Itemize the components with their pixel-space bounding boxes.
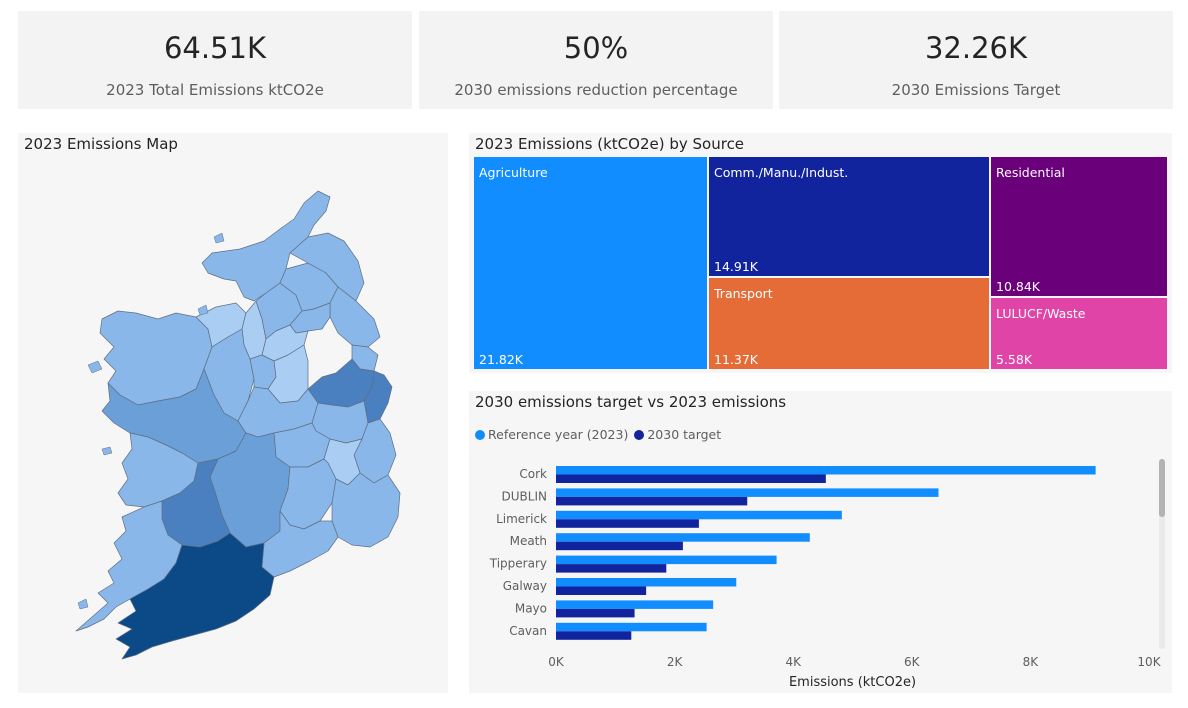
- x-tick-label: 2K: [667, 655, 684, 669]
- kpi-value: 64.51K: [163, 31, 267, 65]
- x-tick-label: 4K: [785, 655, 802, 669]
- treemap-cell-label: Residential: [996, 165, 1065, 180]
- treemap-cell-label: Comm./Manu./Indust.: [714, 165, 849, 180]
- treemap-cell-label: Agriculture: [479, 165, 548, 180]
- treemap-cell-value: 10.84K: [996, 279, 1040, 294]
- bar-reference-year[interactable]: [556, 578, 737, 587]
- bar-chart-title: 2030 emissions target vs 2023 emissions: [475, 393, 787, 411]
- x-tick-label: 10K: [1137, 655, 1161, 669]
- kpi-card-reduction-percentage: 50% 2030 emissions reduction percentage: [419, 11, 773, 109]
- treemap-cell-agriculture[interactable]: Agriculture 21.82K: [474, 157, 707, 369]
- treemap-title: 2023 Emissions (ktCO2e) by Source: [475, 135, 745, 153]
- legend-label: Reference year (2023): [488, 427, 629, 442]
- category-label: Limerick: [496, 512, 547, 526]
- county-kilkenny[interactable]: [279, 458, 337, 530]
- treemap-cell-value: 21.82K: [479, 352, 523, 367]
- x-tick-label: 6K: [904, 655, 921, 669]
- bar-2030-target[interactable]: [556, 519, 699, 528]
- treemap-cell-lulucf-waste[interactable]: LULUCF/Waste 5.58K: [991, 298, 1167, 369]
- treemap-cell-value: 11.37K: [714, 352, 758, 367]
- treemap-cell-value: 14.91K: [714, 259, 758, 274]
- kpi-card-total-emissions: 64.51K 2023 Total Emissions ktCO2e: [18, 11, 412, 109]
- bar-2030-target[interactable]: [556, 586, 647, 596]
- treemap-cell-value: 5.58K: [996, 352, 1033, 367]
- kpi-value: 50%: [563, 31, 629, 65]
- county-cork[interactable]: [115, 532, 275, 660]
- county-kerry[interactable]: [75, 500, 183, 632]
- treemap-cell-label: Transport: [714, 286, 773, 301]
- ireland-choropleth-map[interactable]: [18, 133, 448, 693]
- kpi-label: 2023 Total Emissions ktCO2e: [106, 81, 324, 99]
- emissions-map-panel: 2023 Emissions Map: [18, 133, 448, 693]
- county-wexford[interactable]: [331, 472, 401, 548]
- legend-dot-icon: [475, 429, 485, 440]
- bar-reference-year[interactable]: [556, 555, 777, 565]
- kpi-value: 32.26K: [924, 31, 1028, 65]
- bar-2030-target[interactable]: [556, 541, 683, 551]
- legend-label: 2030 target: [647, 427, 722, 442]
- kpi-card-emissions-target: 32.26K 2030 Emissions Target: [779, 11, 1173, 109]
- treemap-panel: 2023 Emissions (ktCO2e) by Source Agricu…: [469, 133, 1172, 373]
- chart-scrollbar[interactable]: [1159, 459, 1165, 649]
- kpi-label: 2030 Emissions Target: [891, 81, 1061, 99]
- bar-2030-target[interactable]: [556, 564, 667, 573]
- legend-item-2030-target[interactable]: 2030 target: [634, 427, 721, 442]
- bar-reference-year[interactable]: [556, 510, 842, 520]
- treemap-cell-transport[interactable]: Transport 11.37K: [709, 278, 989, 369]
- category-label: Galway: [503, 579, 547, 593]
- kpi-label: 2030 emissions reduction percentage: [454, 81, 738, 99]
- x-tick-label: 8K: [1023, 655, 1040, 669]
- category-label: Meath: [510, 534, 547, 548]
- islands: [77, 232, 225, 610]
- bar-2030-target[interactable]: [556, 608, 635, 618]
- bar-reference-year[interactable]: [556, 622, 707, 632]
- bar-reference-year[interactable]: [556, 466, 1096, 475]
- bar-chart: Cork DUBLIN Limerick Meath Tipperary Galway Ma…: [489, 466, 1162, 690]
- x-tick-label: 0K: [548, 655, 565, 669]
- bar-2030-target[interactable]: [556, 496, 748, 506]
- category-label: Cork: [519, 467, 547, 481]
- category-label: Tipperary: [489, 557, 547, 571]
- chart-legend: Reference year (2023) 2030 target: [475, 427, 727, 442]
- map-title: 2023 Emissions Map: [24, 135, 178, 153]
- treemap-cell-label: LULUCF/Waste: [996, 306, 1086, 321]
- bar-reference-year[interactable]: [556, 488, 939, 497]
- bar-2030-target[interactable]: [556, 631, 632, 640]
- treemap-cell-comm-manu-indust[interactable]: Comm./Manu./Indust. 14.91K: [709, 157, 989, 276]
- scrollbar-thumb[interactable]: [1159, 459, 1165, 517]
- category-label: DUBLIN: [502, 489, 547, 503]
- category-label: Mayo: [515, 601, 547, 615]
- bar-reference-year[interactable]: [556, 533, 810, 542]
- treemap-cell-residential[interactable]: Residential 10.84K: [991, 157, 1167, 296]
- county-waterford[interactable]: [261, 510, 339, 578]
- bar-chart-panel: 2030 emissions target vs 2023 emissions …: [469, 391, 1172, 693]
- bar-reference-year[interactable]: [556, 600, 714, 609]
- legend-item-reference-year[interactable]: Reference year (2023): [475, 427, 628, 442]
- legend-dot-icon: [634, 429, 645, 440]
- bar-2030-target[interactable]: [556, 474, 826, 484]
- x-axis-label: Emissions (ktCO2e): [789, 675, 916, 690]
- category-label: Cavan: [509, 624, 547, 638]
